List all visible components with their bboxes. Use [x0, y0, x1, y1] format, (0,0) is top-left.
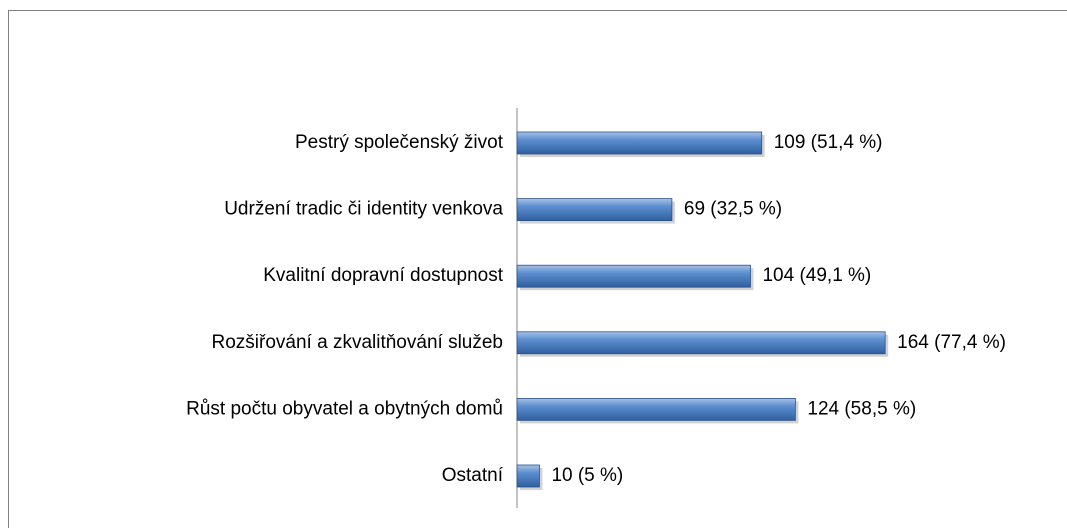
bar	[516, 198, 673, 222]
bar	[516, 264, 751, 288]
value-label: 164 (77,4 %)	[897, 332, 1006, 353]
value-label: 69 (32,5 %)	[684, 199, 782, 220]
category-label: Pestrý společenský život	[295, 132, 504, 153]
value-label: 109 (51,4 %)	[774, 132, 883, 153]
bar	[516, 397, 796, 421]
category-label: Udržení tradic či identity venkova	[224, 199, 503, 220]
bar	[516, 331, 886, 355]
bar	[516, 464, 540, 488]
value-label: 10 (5 %)	[551, 465, 623, 486]
category-label: Ostatní	[442, 465, 504, 486]
value-label: 124 (58,5 %)	[807, 398, 916, 419]
bar	[516, 131, 763, 155]
value-label: 104 (49,1 %)	[762, 265, 871, 286]
category-label: Kvalitní dopravní dostupnost	[263, 265, 503, 286]
category-label: Růst počtu obyvatel a obytných domů	[186, 398, 503, 419]
category-label: Rozšiřování a zkvalitňování služeb	[212, 332, 503, 353]
